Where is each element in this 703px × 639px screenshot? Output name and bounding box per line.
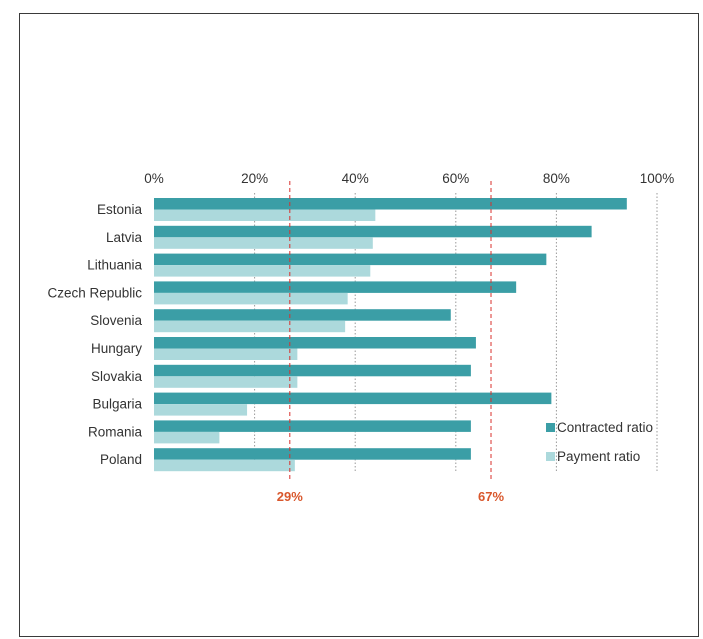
category-label: Poland <box>100 452 142 467</box>
category-label: Czech Republic <box>47 285 142 300</box>
bar-payment <box>154 376 298 388</box>
category-label: Bulgaria <box>92 397 142 412</box>
legend: Contracted ratio Payment ratio <box>546 420 653 464</box>
bar-contracted <box>154 225 592 238</box>
reference-label: 29% <box>277 489 303 504</box>
x-tick-label: 80% <box>543 171 570 186</box>
legend-label: Payment ratio <box>557 449 640 464</box>
x-axis-ticks: 0% 20% 40% 60% 80% 100% <box>144 171 674 186</box>
bar-payment <box>154 348 298 360</box>
bar-contracted <box>154 253 547 266</box>
category-label: Slovakia <box>91 369 143 384</box>
x-tick-label: 20% <box>241 171 268 186</box>
legend-swatch <box>546 423 555 432</box>
bar-contracted <box>154 420 471 432</box>
legend-label: Contracted ratio <box>557 420 653 435</box>
bar-payment <box>154 237 373 249</box>
bar-payment <box>154 404 248 416</box>
category-label: Romania <box>88 424 143 439</box>
category-labels: Estonia Latvia Lithuania Czech Republic Slov… <box>47 202 142 467</box>
category-label: Lithuania <box>87 258 142 273</box>
category-label: Latvia <box>106 230 143 245</box>
category-label: Slovenia <box>90 313 142 328</box>
x-tick-label: 40% <box>342 171 369 186</box>
x-tick-label: 60% <box>442 171 469 186</box>
bar-contracted <box>154 198 627 210</box>
bar-payment <box>154 209 376 221</box>
category-label: Hungary <box>91 341 142 356</box>
bar-contracted <box>154 309 451 321</box>
reference-lines: 29% 67% <box>277 181 504 504</box>
chart-frame <box>19 13 699 637</box>
bar-payment <box>154 431 220 444</box>
bar-contracted <box>154 281 517 293</box>
bar-contracted <box>154 392 552 405</box>
bar-contracted <box>154 448 471 460</box>
bar-payment <box>154 292 348 305</box>
x-tick-label: 0% <box>144 171 164 186</box>
legend-swatch <box>546 452 555 461</box>
category-label: Estonia <box>97 202 143 217</box>
reference-label: 67% <box>478 489 504 504</box>
bar-contracted <box>154 337 476 349</box>
bar-payment <box>154 265 371 277</box>
x-tick-label: 100% <box>640 171 675 186</box>
bars <box>154 198 627 472</box>
bar-payment <box>154 459 295 472</box>
bar-payment <box>154 320 346 333</box>
bar-contracted <box>154 364 471 377</box>
